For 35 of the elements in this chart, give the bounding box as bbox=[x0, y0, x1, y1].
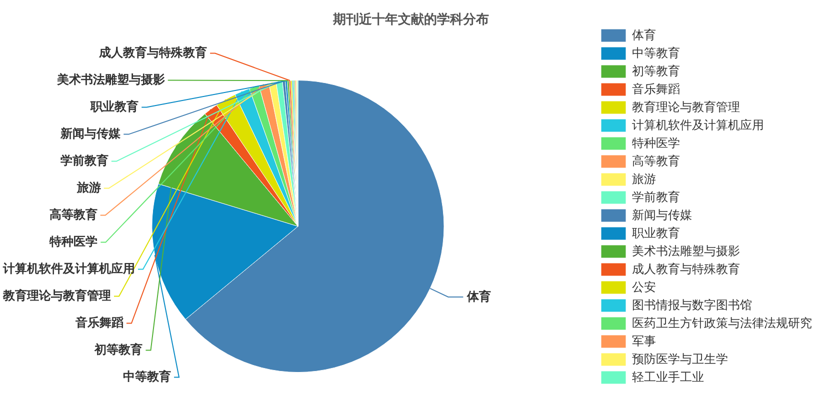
slice-label: 计算机软件及计算机应用 bbox=[2, 262, 135, 276]
legend-label: 初等教育 bbox=[632, 64, 680, 78]
slice-label: 中等教育 bbox=[123, 370, 172, 384]
slice-label: 成人教育与特殊教育 bbox=[98, 46, 208, 60]
slice-label: 高等教育 bbox=[49, 208, 98, 222]
legend-label: 图书情报与数字图书馆 bbox=[632, 298, 752, 312]
slice-label: 旅游 bbox=[76, 180, 101, 195]
slice-label: 美术书法雕塑与摄影 bbox=[56, 72, 165, 87]
legend-label: 医药卫生方针政策与法律法规研究 bbox=[632, 316, 812, 330]
slice-label: 职业教育 bbox=[90, 100, 139, 114]
slice-label: 体育 bbox=[466, 289, 492, 304]
legend-label: 学前教育 bbox=[632, 190, 680, 204]
legend-label: 体育 bbox=[632, 28, 656, 42]
legend-label: 音乐舞蹈 bbox=[632, 82, 680, 96]
slice-label: 特种医学 bbox=[48, 234, 98, 249]
legend-label: 预防医学与卫生学 bbox=[632, 352, 728, 366]
chart-title: 期刊近十年文献的学科分布 bbox=[332, 11, 489, 26]
slice-label: 教育理论与教育管理 bbox=[2, 288, 111, 303]
legend-label: 新闻与传媒 bbox=[632, 208, 692, 222]
legend-label: 美术书法雕塑与摄影 bbox=[632, 244, 740, 258]
legend-label: 计算机软件及计算机应用 bbox=[632, 118, 764, 132]
legend-label: 公安 bbox=[632, 280, 656, 294]
slice-label: 初等教育 bbox=[94, 342, 143, 357]
slice-label: 音乐舞蹈 bbox=[74, 316, 124, 330]
legend-label: 高等教育 bbox=[632, 154, 680, 168]
slice-label: 新闻与传媒 bbox=[60, 126, 122, 141]
legend-label: 军事 bbox=[632, 334, 656, 348]
legend-label: 成人教育与特殊教育 bbox=[632, 262, 740, 276]
legend-label: 职业教育 bbox=[632, 226, 680, 240]
legend-label: 旅游 bbox=[632, 172, 656, 186]
legend-label: 特种医学 bbox=[632, 136, 680, 150]
legend-label: 教育理论与教育管理 bbox=[632, 100, 740, 114]
slice-label: 学前教育 bbox=[60, 154, 108, 168]
legend-label: 中等教育 bbox=[632, 46, 680, 60]
legend-label: 轻工业手工业 bbox=[632, 370, 704, 384]
